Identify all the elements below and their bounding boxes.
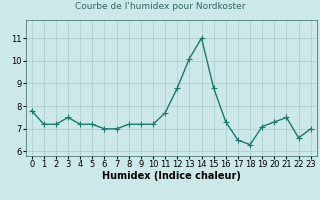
Text: Courbe de l'humidex pour Nordkoster: Courbe de l'humidex pour Nordkoster: [75, 2, 245, 11]
X-axis label: Humidex (Indice chaleur): Humidex (Indice chaleur): [102, 171, 241, 181]
